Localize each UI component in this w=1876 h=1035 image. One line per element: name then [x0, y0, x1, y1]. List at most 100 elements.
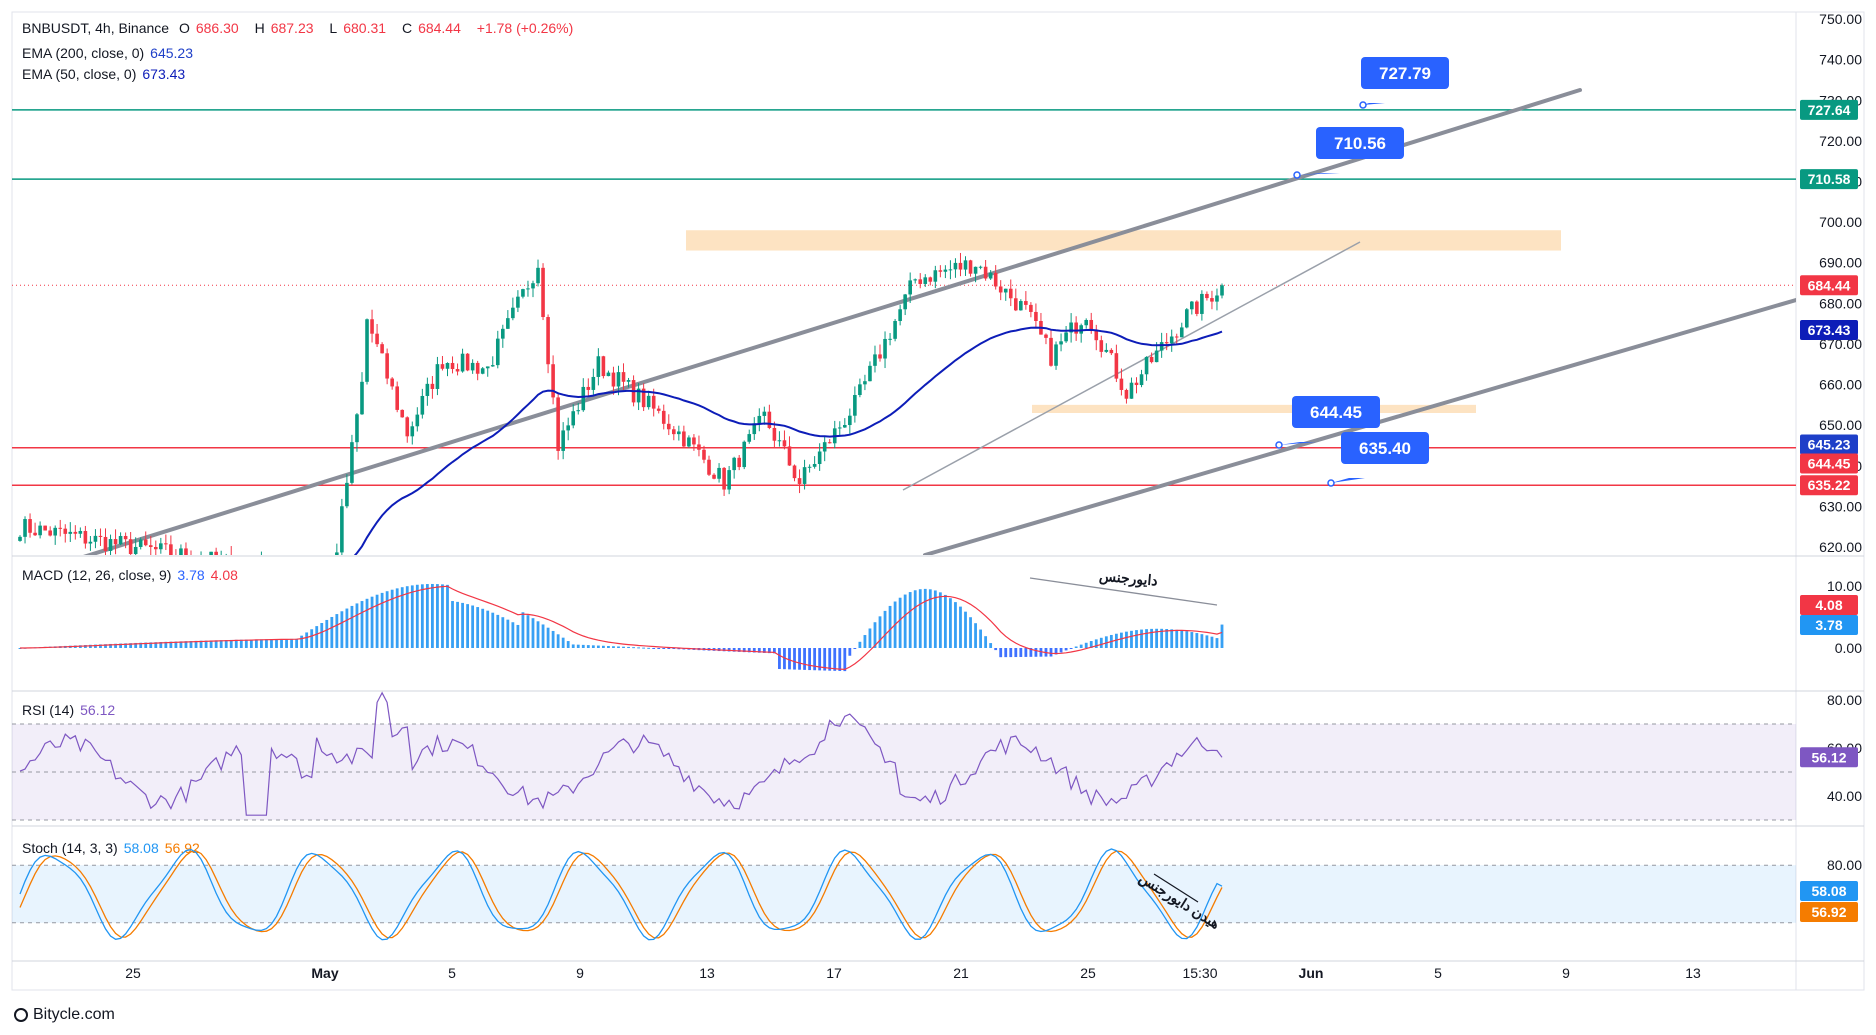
candle-body — [1109, 349, 1114, 354]
macd-histogram-bar — [642, 647, 646, 649]
time-tick-label: May — [311, 965, 338, 981]
time-tick-label: 5 — [448, 965, 456, 981]
macd-histogram-bar — [747, 648, 751, 653]
macd-histogram-bar — [556, 634, 560, 648]
price-callout-727-79: 727.79 — [1359, 57, 1449, 109]
macd-histogram-bar — [913, 590, 917, 648]
macd-histogram-bar — [752, 648, 756, 653]
close-value: 684.44 — [418, 20, 461, 36]
candle-body — [787, 446, 792, 466]
candle-body — [968, 260, 973, 274]
candle-body — [199, 560, 203, 562]
macd-histogram-bar — [1135, 630, 1138, 648]
macd-histogram-bar — [1034, 648, 1038, 657]
candle-body — [98, 535, 103, 537]
macd-histogram-bar — [1064, 648, 1068, 651]
price-label-box — [1800, 320, 1858, 341]
macd-histogram-bar — [456, 601, 459, 648]
macd-histogram-bar — [395, 588, 399, 648]
candle-body — [490, 365, 495, 367]
bitycle-logo-icon — [14, 1008, 28, 1022]
candle-body — [270, 574, 274, 579]
candle-body — [1159, 342, 1164, 351]
macd-histogram-bar — [632, 647, 635, 649]
candle-body — [415, 414, 420, 427]
macd-histogram-bar — [99, 644, 102, 648]
ohlc-high: H 687.23 — [255, 20, 320, 36]
main-pane — [12, 88, 1796, 579]
macd-histogram-bar — [617, 646, 620, 648]
price-label-684-44: 684.44 — [1800, 275, 1858, 296]
candle-body — [873, 354, 877, 366]
price-label-text: 684.44 — [1808, 277, 1851, 293]
candle-body — [586, 386, 591, 390]
candle-body — [1094, 329, 1099, 341]
candle-body — [480, 368, 485, 374]
callout-pointer — [1279, 442, 1316, 445]
macd-histogram-bar — [727, 648, 731, 652]
macd-histogram-bar — [1160, 628, 1164, 648]
macd-histogram-bar — [521, 612, 525, 648]
macd-histogram-bar — [164, 641, 168, 648]
candle-body — [1054, 344, 1058, 366]
macd-histogram-bar — [798, 648, 801, 670]
macd-histogram-bar — [244, 639, 248, 648]
channel-upper-line — [83, 88, 1582, 555]
candle-body — [827, 442, 832, 444]
candle-body — [335, 552, 339, 555]
macd-histogram-bar — [466, 604, 470, 648]
candle-body — [948, 269, 953, 271]
rsi-tick-label: 40.00 — [1827, 788, 1862, 804]
macd-histogram-bar — [949, 598, 952, 648]
macd-histogram-bar — [471, 605, 475, 648]
macd-histogram-bar — [757, 648, 761, 653]
minor-trendline — [902, 241, 1361, 491]
macd-histogram-bar — [652, 648, 656, 649]
candle-body — [596, 356, 601, 377]
candle-body — [350, 442, 354, 483]
candle-body — [375, 333, 379, 345]
macd-histogram-bar — [104, 644, 107, 648]
candle-body — [43, 525, 47, 531]
callout-box — [1292, 396, 1380, 428]
macd-value-text: 4.08 — [1815, 597, 1842, 613]
candle-body — [385, 353, 389, 379]
candle-body — [656, 408, 661, 411]
price-label-box — [1800, 434, 1858, 455]
macd-histogram-bar — [491, 612, 495, 648]
macd-histogram-bar — [999, 648, 1003, 658]
macd-histogram-bar — [1089, 641, 1093, 648]
candle-body — [672, 429, 676, 435]
macd-histogram-bar — [1180, 630, 1184, 648]
ohlc-low: L 680.31 — [329, 20, 392, 36]
time-tick-label: 9 — [1562, 965, 1570, 981]
macd-histogram-bar — [994, 648, 998, 651]
candle-body — [1124, 389, 1129, 399]
ema200-label: EMA (200, close, 0) — [22, 45, 145, 61]
macd-histogram-bar — [566, 641, 570, 648]
candle-body — [204, 560, 208, 564]
rsi-legend: RSI (14) 56.12 — [22, 702, 121, 718]
macd-histogram-bar — [601, 645, 605, 648]
macd-histogram-bar — [1104, 636, 1108, 648]
macd-value-box — [1800, 615, 1858, 635]
price-tick-label: 700.00 — [1819, 214, 1862, 230]
candle-body — [1059, 341, 1063, 345]
macd-histogram-bar — [335, 614, 339, 648]
time-tick-label: 15:30 — [1182, 965, 1217, 981]
macd-histogram-bar — [959, 606, 962, 648]
candle-body — [1104, 349, 1109, 352]
macd-histogram-bar — [581, 644, 585, 648]
candle-body — [380, 344, 384, 354]
candle-body — [133, 546, 138, 555]
macd-histogram-bar — [1195, 633, 1199, 648]
rsi-value-label: 56.12 — [1800, 747, 1858, 768]
candle-body — [742, 441, 747, 468]
price-label-box — [1800, 453, 1858, 474]
macd-histogram-bar — [305, 632, 309, 648]
macd-histogram-bar — [823, 648, 827, 671]
macd-histogram-bar — [1150, 628, 1153, 648]
macd-histogram-bar — [310, 629, 314, 648]
macd-histogram-bar — [772, 648, 776, 654]
